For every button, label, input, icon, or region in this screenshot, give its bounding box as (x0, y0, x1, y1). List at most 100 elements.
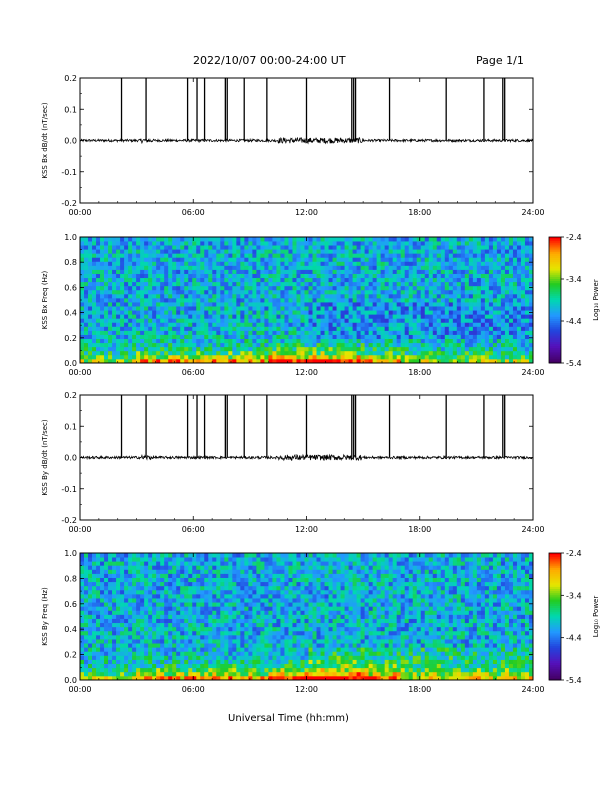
colorbar-step (549, 251, 561, 255)
spectrogram-cell (496, 346, 502, 352)
spectrogram-cell (160, 330, 165, 335)
spectrogram-cell (148, 598, 153, 603)
spectrogram-cell (256, 314, 261, 319)
spectrogram-cell (396, 249, 402, 254)
spectrogram-cell (188, 651, 193, 656)
spectrogram-cell (460, 253, 466, 258)
spectrogram-cell (112, 614, 117, 619)
spectrogram-cell (276, 257, 281, 262)
spectrogram-cell (308, 346, 313, 352)
spectrogram-cell (348, 314, 353, 319)
spectrogram-cell (200, 302, 205, 307)
spectrogram-cell (464, 241, 470, 246)
spectrogram-cell (340, 249, 345, 254)
spectrogram-cell (412, 350, 418, 356)
spectrogram-cell (160, 581, 165, 587)
spectrogram-cell (456, 281, 462, 287)
spectrogram-cell (136, 667, 141, 673)
spectrogram-cell (280, 338, 285, 344)
spectrogram-cell (120, 354, 125, 360)
spectrogram-cell (344, 338, 349, 344)
spectrogram-cell (192, 314, 197, 319)
spectrogram-cell (140, 326, 145, 331)
spectrogram-cell (328, 326, 333, 331)
spectrogram-cell (140, 306, 145, 311)
spectrogram-cell (456, 326, 462, 331)
spectrogram-cell (140, 557, 145, 562)
spectrogram-cell (224, 289, 229, 295)
spectrogram-cell (116, 281, 121, 287)
spectrogram-cell (140, 241, 145, 246)
spectrogram-cell (228, 589, 233, 595)
spectrogram-cell (168, 322, 173, 327)
spectrogram-cell (272, 293, 277, 299)
spectrogram-cell (112, 573, 117, 578)
spectrogram-cell (136, 593, 141, 599)
spectrogram-cell (280, 318, 285, 323)
spectrogram-cell (96, 643, 101, 648)
spectrogram-cell (468, 257, 474, 262)
spectrogram-cell (96, 314, 101, 319)
spectrogram-cell (92, 273, 97, 279)
spectrogram-cell (208, 326, 213, 331)
spectrogram-cell (132, 346, 137, 352)
spectrogram-cell (360, 314, 366, 319)
spectrogram-cell (156, 561, 161, 566)
spectrogram-cell (380, 269, 386, 274)
spectrogram-cell (376, 277, 382, 283)
spectrogram-cell (376, 253, 382, 258)
spectrogram-cell (192, 330, 197, 335)
spectrogram-cell (224, 614, 229, 619)
spectrogram-cell (196, 561, 201, 566)
spectrogram-cell (372, 257, 378, 262)
spectrogram-cell (136, 659, 141, 665)
y-tick-label: 0.4 (64, 309, 77, 318)
spectrogram-cell (440, 253, 446, 258)
spectrogram-cell (404, 265, 410, 270)
spectrogram-cell (216, 306, 221, 311)
spectrogram-cell (316, 310, 321, 315)
spectrogram-cell (140, 281, 145, 287)
spectrogram-cell (108, 293, 113, 299)
spectrogram-cell (304, 302, 309, 307)
spectrogram-cell (204, 265, 209, 270)
spectrogram-cell (84, 622, 89, 628)
spectrogram-cell (244, 273, 249, 279)
spectrogram-cell (264, 310, 269, 315)
spectrogram-cell (456, 302, 462, 307)
spectrogram-cell (116, 663, 121, 669)
spectrogram-cell (124, 565, 129, 570)
spectrogram-cell (200, 314, 205, 319)
spectrogram-cell (192, 634, 197, 640)
spectrogram-cell (516, 237, 522, 242)
spectrogram-cell (184, 675, 189, 681)
spectrogram-cell (308, 265, 313, 270)
spectrogram-cell (108, 342, 113, 348)
spectrogram-cell (128, 269, 133, 274)
spectrogram-cell (300, 249, 305, 254)
spectrogram-cell (304, 277, 309, 283)
spectrogram-cell (252, 354, 257, 360)
spectrogram-cell (408, 326, 414, 331)
colorbar-step (549, 241, 561, 244)
spectrogram-cell (216, 630, 221, 636)
spectrogram-cell (252, 285, 257, 291)
spectrogram-cell (404, 253, 410, 258)
spectrogram-cell (148, 663, 153, 669)
spectrogram-cell (292, 237, 297, 242)
spectrogram-cell (476, 245, 482, 250)
spectrogram-cell (136, 322, 141, 327)
spectrogram-cell (108, 655, 113, 660)
spectrogram-cell (224, 302, 229, 307)
spectrogram-cell (144, 577, 149, 583)
spectrogram-cell (264, 318, 269, 323)
spectrogram-cell (368, 354, 374, 360)
spectrogram-cell (80, 302, 85, 307)
spectrogram-cell (316, 245, 321, 250)
spectrogram-cell (92, 573, 97, 578)
spectrogram-cell (304, 265, 309, 270)
spectrogram-cell (208, 285, 213, 291)
spectrogram-cell (240, 245, 245, 250)
spectrogram-cell (308, 326, 313, 331)
spectrogram-cell (432, 330, 438, 335)
